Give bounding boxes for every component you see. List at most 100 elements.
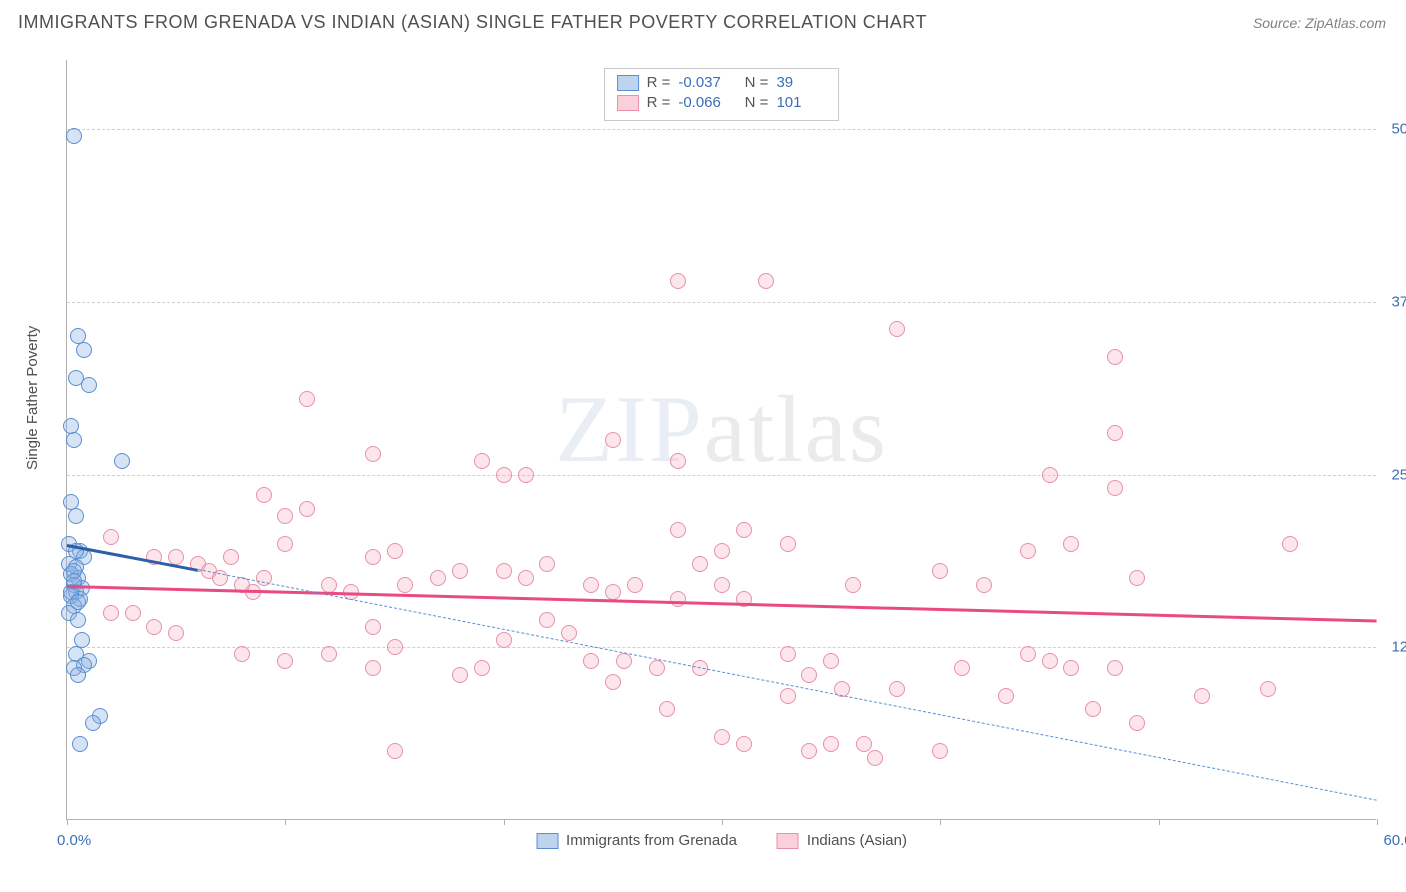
data-point-indians bbox=[976, 577, 992, 593]
data-point-indians bbox=[889, 321, 905, 337]
data-point-indians bbox=[714, 543, 730, 559]
data-point-indians bbox=[714, 577, 730, 593]
data-point-grenada bbox=[66, 432, 82, 448]
data-point-indians bbox=[1129, 570, 1145, 586]
data-point-indians bbox=[583, 653, 599, 669]
data-point-indians bbox=[397, 577, 413, 593]
data-point-grenada bbox=[66, 128, 82, 144]
data-point-indians bbox=[103, 529, 119, 545]
grid-line bbox=[67, 647, 1376, 648]
data-point-indians bbox=[867, 750, 883, 766]
data-point-indians bbox=[1020, 646, 1036, 662]
data-point-grenada bbox=[70, 612, 86, 628]
data-point-indians bbox=[780, 646, 796, 662]
x-axis-tick bbox=[285, 819, 286, 825]
chart-header: IMMIGRANTS FROM GRENADA VS INDIAN (ASIAN… bbox=[0, 0, 1406, 41]
data-point-indians bbox=[659, 701, 675, 717]
data-point-indians bbox=[277, 653, 293, 669]
data-point-indians bbox=[1063, 660, 1079, 676]
data-point-indians bbox=[1107, 349, 1123, 365]
plot-region: ZIPatlas R = -0.037 N = 39 R = -0.066 N … bbox=[66, 60, 1376, 820]
data-point-indians bbox=[1042, 467, 1058, 483]
data-point-indians bbox=[714, 729, 730, 745]
data-point-indians bbox=[1282, 536, 1298, 552]
swatch-grenada bbox=[617, 75, 639, 91]
stats-row-indians: R = -0.066 N = 101 bbox=[617, 93, 827, 113]
chart-area: Single Father Poverty ZIPatlas R = -0.03… bbox=[18, 50, 1388, 880]
data-point-indians bbox=[321, 646, 337, 662]
data-point-indians bbox=[496, 563, 512, 579]
x-axis-tick bbox=[722, 819, 723, 825]
data-point-indians bbox=[736, 522, 752, 538]
data-point-indians bbox=[387, 743, 403, 759]
data-point-indians bbox=[277, 508, 293, 524]
data-point-indians bbox=[692, 556, 708, 572]
data-point-indians bbox=[452, 563, 468, 579]
data-point-indians bbox=[496, 632, 512, 648]
data-point-indians bbox=[1063, 536, 1079, 552]
data-point-indians bbox=[474, 453, 490, 469]
data-point-indians bbox=[277, 536, 293, 552]
data-point-indians bbox=[103, 605, 119, 621]
data-point-indians bbox=[780, 688, 796, 704]
data-point-indians bbox=[823, 653, 839, 669]
data-point-indians bbox=[168, 625, 184, 641]
data-point-grenada bbox=[76, 342, 92, 358]
data-point-indians bbox=[670, 591, 686, 607]
data-point-indians bbox=[670, 453, 686, 469]
data-point-indians bbox=[605, 584, 621, 600]
data-point-indians bbox=[932, 743, 948, 759]
data-point-indians bbox=[932, 563, 948, 579]
data-point-indians bbox=[474, 660, 490, 676]
data-point-indians bbox=[125, 605, 141, 621]
source-attribution: Source: ZipAtlas.com bbox=[1253, 15, 1386, 31]
legend: Immigrants from Grenada Indians (Asian) bbox=[536, 832, 907, 849]
y-axis-tick-label: 12.5% bbox=[1391, 639, 1406, 656]
data-point-indians bbox=[616, 653, 632, 669]
data-point-indians bbox=[1107, 480, 1123, 496]
y-axis-label: Single Father Poverty bbox=[24, 326, 41, 470]
data-point-indians bbox=[387, 639, 403, 655]
correlation-stats-box: R = -0.037 N = 39 R = -0.066 N = 101 bbox=[604, 68, 840, 121]
data-point-indians bbox=[1194, 688, 1210, 704]
data-point-indians bbox=[649, 660, 665, 676]
data-point-indians bbox=[299, 501, 315, 517]
data-point-indians bbox=[1085, 701, 1101, 717]
x-axis-tick bbox=[940, 819, 941, 825]
x-axis-tick-label-max: 60.0% bbox=[1383, 832, 1406, 849]
data-point-indians bbox=[321, 577, 337, 593]
swatch-indians bbox=[617, 95, 639, 111]
data-point-indians bbox=[1107, 425, 1123, 441]
data-point-indians bbox=[518, 570, 534, 586]
y-axis-tick-label: 50.0% bbox=[1391, 121, 1406, 138]
grid-line bbox=[67, 475, 1376, 476]
data-point-indians bbox=[387, 543, 403, 559]
data-point-indians bbox=[496, 467, 512, 483]
data-point-grenada bbox=[70, 667, 86, 683]
data-point-indians bbox=[223, 549, 239, 565]
data-point-indians bbox=[518, 467, 534, 483]
data-point-indians bbox=[823, 736, 839, 752]
data-point-indians bbox=[845, 577, 861, 593]
x-axis-tick bbox=[504, 819, 505, 825]
data-point-indians bbox=[856, 736, 872, 752]
x-axis-tick bbox=[67, 819, 68, 825]
data-point-indians bbox=[758, 273, 774, 289]
data-point-grenada bbox=[72, 736, 88, 752]
data-point-indians bbox=[780, 536, 796, 552]
x-axis-tick bbox=[1377, 819, 1378, 825]
data-point-indians bbox=[1020, 543, 1036, 559]
data-point-indians bbox=[452, 667, 468, 683]
data-point-indians bbox=[1042, 653, 1058, 669]
x-axis-tick bbox=[1159, 819, 1160, 825]
data-point-indians bbox=[801, 743, 817, 759]
data-point-indians bbox=[539, 556, 555, 572]
data-point-indians bbox=[365, 549, 381, 565]
legend-swatch-grenada bbox=[536, 833, 558, 849]
data-point-indians bbox=[605, 432, 621, 448]
data-point-indians bbox=[1107, 660, 1123, 676]
data-point-indians bbox=[1129, 715, 1145, 731]
data-point-grenada bbox=[81, 377, 97, 393]
chart-title: IMMIGRANTS FROM GRENADA VS INDIAN (ASIAN… bbox=[18, 12, 927, 33]
data-point-indians bbox=[605, 674, 621, 690]
